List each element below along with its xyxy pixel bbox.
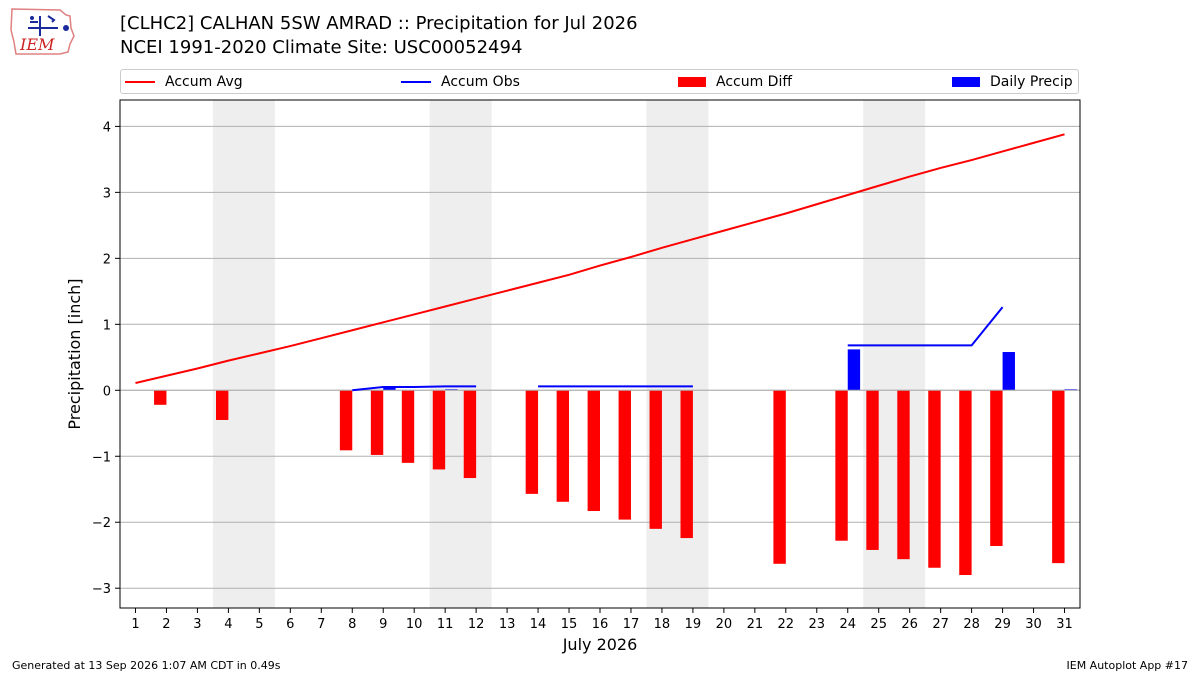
legend-item-daily-precip: Daily Precip	[952, 73, 1073, 91]
app-credit: IEM Autoplot App #17	[1066, 659, 1189, 672]
x-tick-label: 12	[468, 617, 485, 632]
x-tick-label: 3	[193, 617, 201, 632]
accum-diff-bar	[866, 390, 879, 550]
accum-diff-bar	[680, 390, 693, 539]
legend-label: Accum Diff	[716, 74, 793, 90]
accum-diff-bar	[959, 390, 972, 576]
legend-swatch-daily-precip	[952, 77, 980, 87]
iem-logo: IEM	[10, 8, 75, 55]
generated-timestamp: Generated at 13 Sep 2026 1:07 AM CDT in …	[12, 659, 281, 672]
x-tick-label: 23	[809, 617, 826, 632]
x-tick-label: 19	[685, 617, 702, 632]
x-tick-label: 14	[530, 617, 547, 632]
daily-precip-bar	[1002, 352, 1015, 391]
accum-diff-bar	[216, 390, 229, 420]
legend-item-accum-diff: Accum Diff	[678, 73, 792, 91]
x-tick-label: 29	[994, 617, 1011, 632]
iem-logo-text: IEM	[19, 35, 55, 54]
accum-diff-bar	[618, 390, 631, 520]
x-tick-label: 10	[406, 617, 423, 632]
accum-diff-bar	[1052, 390, 1065, 564]
x-tick-label: 8	[348, 617, 356, 632]
x-tick-label: 31	[1056, 617, 1073, 632]
accum-diff-bar	[773, 390, 786, 564]
x-tick-label: 15	[561, 617, 578, 632]
weekend-band	[646, 100, 709, 608]
x-tick-label: 30	[1025, 617, 1042, 632]
accum-diff-bar	[649, 390, 662, 529]
accum-obs-line	[352, 385, 477, 392]
x-tick-label: 7	[317, 617, 325, 632]
y-tick-label: 0	[103, 384, 111, 399]
x-tick-label: 6	[286, 617, 294, 632]
y-tick-label: 4	[103, 120, 111, 135]
accum-diff-bar	[401, 390, 415, 463]
accum-avg-line	[135, 133, 1065, 385]
x-tick-label: 22	[778, 617, 795, 632]
x-tick-label: 11	[437, 617, 454, 632]
weekend-band	[429, 100, 492, 608]
x-tick-label: 28	[963, 617, 980, 632]
x-tick-label: 13	[499, 617, 516, 632]
accum-diff-bar	[587, 390, 600, 512]
accum-diff-bar	[463, 390, 477, 479]
y-axis-label: Precipitation [inch]	[65, 278, 84, 429]
y-tick-label: −2	[92, 516, 111, 531]
x-tick-label: 21	[747, 617, 764, 632]
legend-label: Accum Avg	[165, 74, 243, 90]
accum-diff-bar	[154, 390, 167, 405]
y-tick-label: 3	[103, 186, 111, 201]
y-tick-label: 1	[103, 318, 111, 333]
x-axis-label: July 2026	[562, 635, 638, 654]
daily-precip-bar	[847, 349, 861, 391]
x-tick-label: 17	[623, 617, 640, 632]
y-tick-label: −3	[92, 582, 111, 597]
x-tick-label: 2	[162, 617, 170, 632]
legend-label: Daily Precip	[990, 74, 1073, 90]
x-tick-label: 9	[379, 617, 387, 632]
accum-diff-bar	[835, 390, 848, 541]
accum-diff-bar	[525, 390, 539, 494]
x-tick-label: 1	[131, 617, 139, 632]
accum-diff-bar	[897, 390, 910, 560]
x-tick-label: 18	[654, 617, 671, 632]
accum-diff-bar	[556, 390, 570, 502]
x-tick-label: 26	[901, 617, 918, 632]
chart-title: [CLHC2] CALHAN 5SW AMRAD :: Precipitatio…	[120, 13, 638, 34]
x-tick-label: 4	[224, 617, 232, 632]
accum-diff-bar	[990, 390, 1003, 546]
legend-item-accum-avg: Accum Avg	[125, 73, 243, 91]
accum-diff-bar	[339, 390, 353, 451]
accum-obs-line	[847, 306, 1004, 347]
legend-swatch-accum-diff	[678, 77, 706, 87]
daily-precip-bar	[383, 386, 396, 391]
legend-swatch-accum-avg	[125, 81, 155, 83]
accum-diff-bar	[928, 390, 941, 568]
x-tick-label: 24	[839, 617, 856, 632]
x-tick-label: 25	[870, 617, 887, 632]
legend-label: Accum Obs	[441, 74, 520, 90]
legend-item-accum-obs: Accum Obs	[401, 73, 520, 91]
chart-legend: Accum Avg Accum Obs Accum Diff Daily Pre…	[120, 69, 1079, 94]
y-tick-label: −1	[92, 450, 111, 465]
x-tick-label: 16	[592, 617, 609, 632]
accum-diff-bar	[432, 390, 446, 470]
x-tick-label: 20	[716, 617, 733, 632]
x-tick-label: 27	[932, 617, 949, 632]
legend-swatch-accum-obs	[401, 81, 431, 83]
x-tick-label: 5	[255, 617, 263, 632]
weekend-band	[212, 100, 275, 608]
y-tick-label: 2	[103, 252, 111, 267]
accum-diff-bar	[370, 390, 384, 455]
chart-subtitle: NCEI 1991-2020 Climate Site: USC00052494	[120, 37, 523, 58]
